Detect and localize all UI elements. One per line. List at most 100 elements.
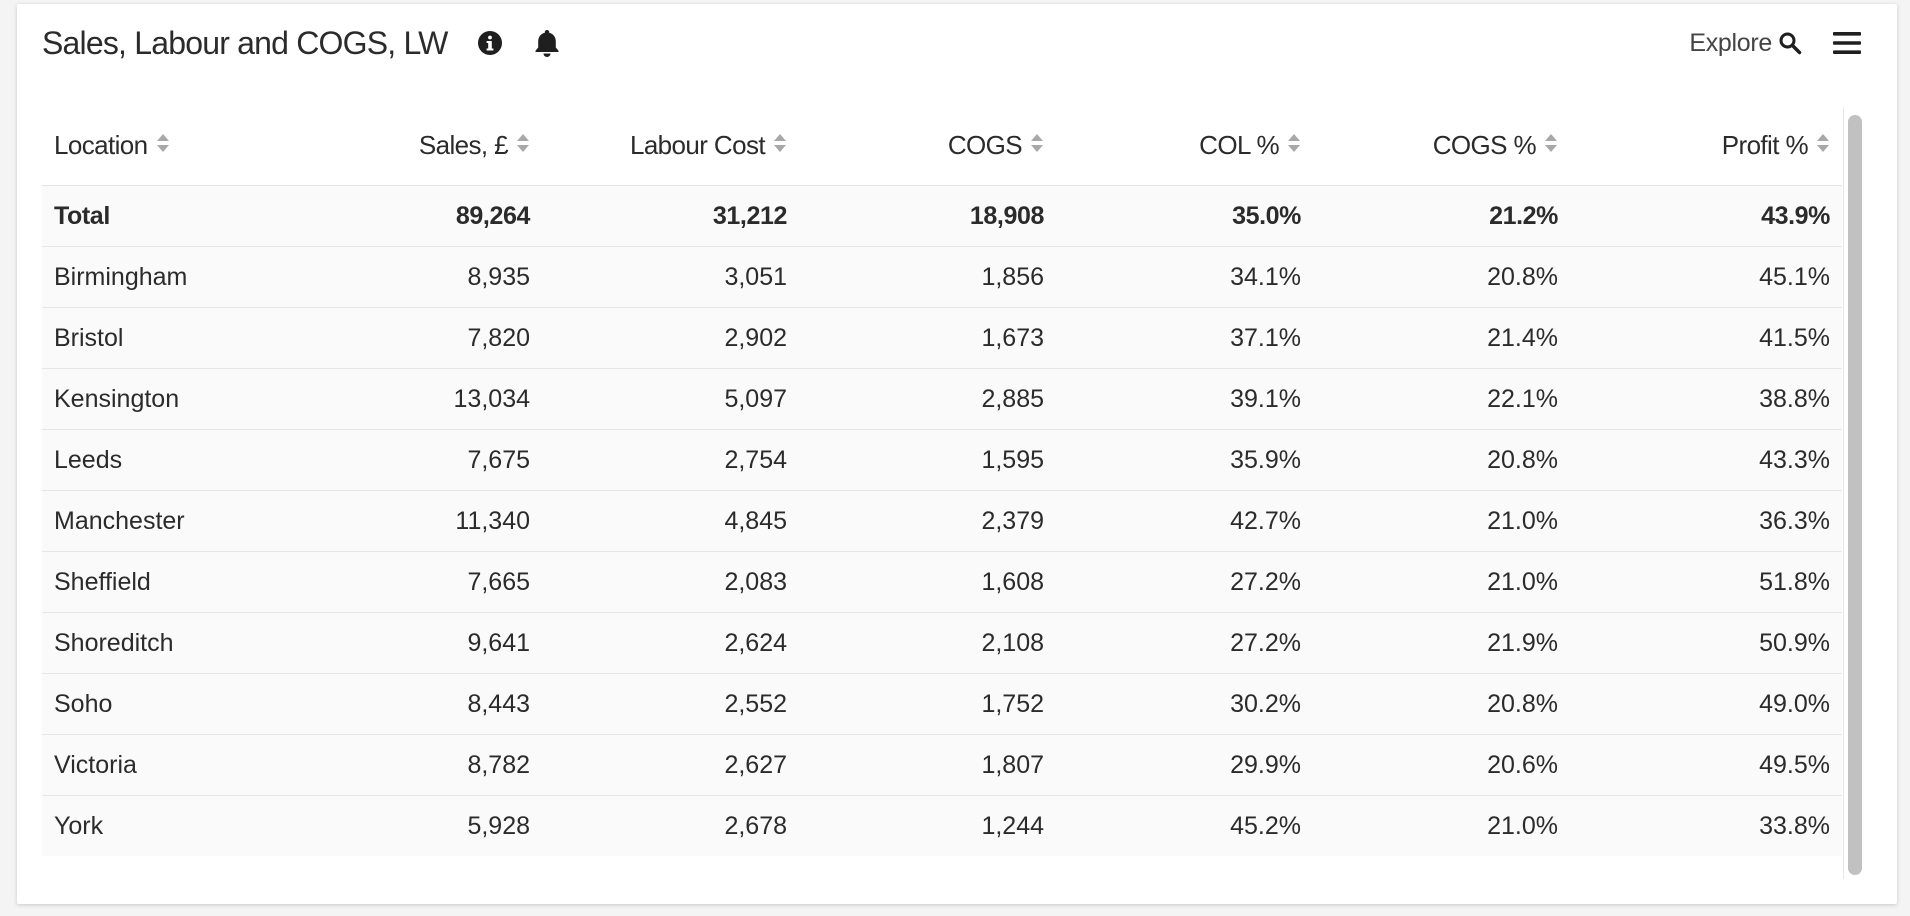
table-cell: 43.9%	[1570, 185, 1842, 247]
table-cell: Sheffield	[42, 551, 342, 613]
table-cell: 21.0%	[1313, 490, 1570, 552]
table-cell: 13,034	[342, 368, 542, 430]
table-cell: 1,595	[799, 429, 1056, 491]
report-card: Sales, Labour and COGS, LW Explore	[17, 4, 1897, 904]
table-cell: 2,108	[799, 612, 1056, 674]
table-cell: 1,856	[799, 246, 1056, 308]
table-cell: 9,641	[342, 612, 542, 674]
table-cell: Bristol	[42, 307, 342, 369]
sort-icon[interactable]	[516, 129, 530, 160]
table-cell: 41.5%	[1570, 307, 1842, 369]
sort-icon[interactable]	[1544, 129, 1558, 160]
column-header-location[interactable]: Location	[42, 107, 342, 186]
data-table-container: Location Sales, £ Labour Cost COGS COL %…	[42, 107, 1842, 856]
table-cell: 5,928	[467, 811, 530, 840]
table-cell: 8,935	[342, 246, 542, 308]
table-cell: 49.0%	[1570, 673, 1842, 735]
table-cell: 38.8%	[1570, 368, 1842, 430]
column-header-col-percent[interactable]: COL %	[1056, 107, 1313, 186]
table-row: Birmingham 8,935 3,051 1,856 34.1% 20.8%…	[42, 246, 1842, 308]
table-cell: 1,673	[799, 307, 1056, 369]
table-cell: 5,097	[542, 368, 799, 430]
table-cell: 11,340	[342, 490, 542, 552]
table-cell: 7,820	[342, 307, 542, 369]
scrollbar-thumb[interactable]	[1848, 115, 1862, 875]
sort-icon[interactable]	[1030, 129, 1044, 160]
table-cell: 21.4%	[1313, 307, 1570, 369]
table-cell: 2,624	[542, 612, 799, 674]
column-header-profit-percent[interactable]: Profit %	[1570, 107, 1842, 186]
vertical-scrollbar[interactable]	[1843, 107, 1864, 879]
table-cell: 2,902	[542, 307, 799, 369]
column-header-sales[interactable]: Sales, £	[342, 107, 542, 186]
hamburger-menu-icon[interactable]	[1832, 30, 1862, 56]
table-cell: 1,752	[799, 673, 1056, 735]
table-cell: 2,379	[799, 490, 1056, 552]
table-cell: 89,264	[342, 185, 542, 247]
table-cell: 21.0%	[1487, 811, 1558, 840]
table-cell: 20.8%	[1313, 673, 1570, 735]
table-row: York 5,928 2,678 1,244 45.2% 21.0% 33.8%	[42, 795, 1842, 856]
table-cell: 2,627	[542, 734, 799, 796]
table-header-row: Location Sales, £ Labour Cost COGS COL %…	[42, 107, 1842, 186]
table-cell: 8,443	[342, 673, 542, 735]
table-cell: Total	[42, 185, 342, 247]
table-cell: 20.6%	[1313, 734, 1570, 796]
table-cell: 1,807	[799, 734, 1056, 796]
column-header-cogs[interactable]: COGS	[799, 107, 1056, 186]
info-icon[interactable]	[477, 30, 503, 56]
table-cell: 18,908	[799, 185, 1056, 247]
table-cell: 2,885	[799, 368, 1056, 430]
table-row: Leeds 7,675 2,754 1,595 35.9% 20.8% 43.3…	[42, 429, 1842, 491]
table-cell: 31,212	[542, 185, 799, 247]
table-row: Kensington 13,034 5,097 2,885 39.1% 22.1…	[42, 368, 1842, 430]
table-cell: 43.3%	[1570, 429, 1842, 491]
table-row: Soho 8,443 2,552 1,752 30.2% 20.8% 49.0%	[42, 673, 1842, 735]
table-cell: 36.3%	[1570, 490, 1842, 552]
table-cell: 34.1%	[1056, 246, 1313, 308]
table-cell: 50.9%	[1570, 612, 1842, 674]
table-row: Shoreditch 9,641 2,624 2,108 27.2% 21.9%…	[42, 612, 1842, 674]
explore-label: Explore	[1689, 28, 1772, 57]
table-cell: 37.1%	[1056, 307, 1313, 369]
bell-icon[interactable]	[533, 28, 561, 58]
table-cell: 42.7%	[1056, 490, 1313, 552]
column-header-cogs-percent[interactable]: COGS %	[1313, 107, 1570, 186]
table-cell: 21.0%	[1313, 551, 1570, 613]
table-cell: 35.9%	[1056, 429, 1313, 491]
table-row: Manchester 11,340 4,845 2,379 42.7% 21.0…	[42, 490, 1842, 552]
table-cell: 20.8%	[1313, 246, 1570, 308]
table-cell: 29.9%	[1056, 734, 1313, 796]
table-cell: Birmingham	[42, 246, 342, 308]
table-row: Sheffield 7,665 2,083 1,608 27.2% 21.0% …	[42, 551, 1842, 613]
table-cell: 2,552	[542, 673, 799, 735]
table-cell: Manchester	[42, 490, 342, 552]
table-cell: 7,675	[342, 429, 542, 491]
table-cell: 1,608	[799, 551, 1056, 613]
explore-button[interactable]: Explore	[1689, 29, 1802, 58]
table-cell: 3,051	[542, 246, 799, 308]
table-cell: 45.1%	[1570, 246, 1842, 308]
table-row: Victoria 8,782 2,627 1,807 29.9% 20.6% 4…	[42, 734, 1842, 796]
table-cell: 8,782	[342, 734, 542, 796]
sort-icon[interactable]	[1816, 129, 1830, 160]
sort-icon[interactable]	[773, 129, 787, 160]
table-cell: York	[54, 811, 104, 840]
table-cell: Victoria	[42, 734, 342, 796]
table-cell: Soho	[42, 673, 342, 735]
table-cell: 2,678	[724, 811, 787, 840]
table-cell: 7,665	[342, 551, 542, 613]
table-cell: 39.1%	[1056, 368, 1313, 430]
table-row-total: Total 89,264 31,212 18,908 35.0% 21.2% 4…	[42, 185, 1842, 247]
table-cell: 30.2%	[1056, 673, 1313, 735]
table-cell: 51.8%	[1570, 551, 1842, 613]
card-title: Sales, Labour and COGS, LW	[42, 24, 448, 61]
sort-icon[interactable]	[1287, 129, 1301, 160]
sort-icon[interactable]	[156, 129, 170, 160]
search-icon	[1779, 32, 1802, 55]
table-cell: 1,244	[981, 811, 1044, 840]
table-cell: 27.2%	[1056, 612, 1313, 674]
column-header-labour-cost[interactable]: Labour Cost	[542, 107, 799, 186]
table-cell: 2,754	[542, 429, 799, 491]
table-cell: 27.2%	[1056, 551, 1313, 613]
